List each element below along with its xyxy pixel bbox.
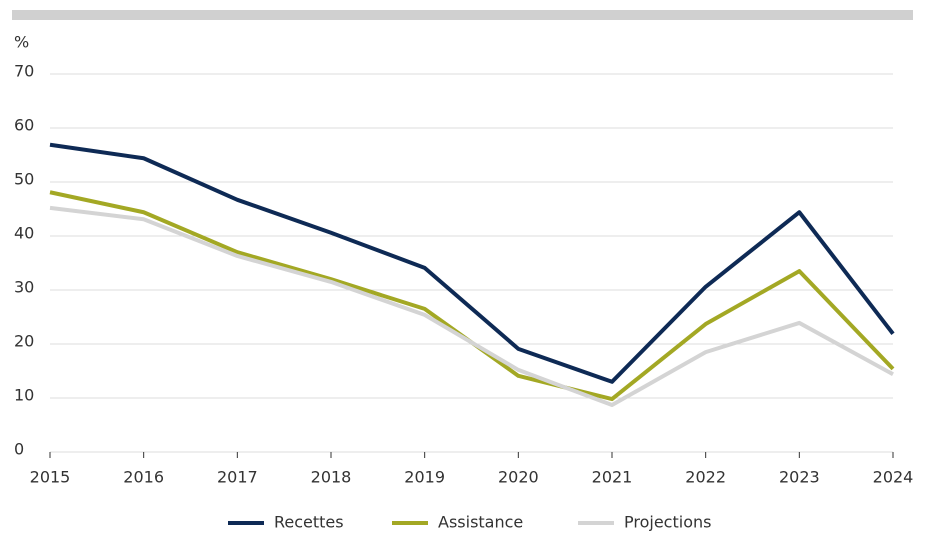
y-tick-label: 20 <box>14 332 34 351</box>
legend-label: Assistance <box>438 513 523 532</box>
legend-label: Recettes <box>274 513 344 532</box>
x-tick-label: 2019 <box>404 468 445 487</box>
series-line <box>49 190 895 402</box>
series-line <box>49 205 894 408</box>
x-tick-label: 2018 <box>311 468 352 487</box>
top-bar <box>12 10 913 20</box>
x-tick-label: 2017 <box>217 468 258 487</box>
y-tick-label: 10 <box>14 386 34 405</box>
x-tick-label: 2021 <box>592 468 633 487</box>
y-tick-label: 50 <box>14 170 34 189</box>
y-tick-label: 70 <box>14 62 34 81</box>
y-tick-label: 40 <box>14 224 34 243</box>
x-tick-label: 2022 <box>685 468 726 487</box>
x-tick-label: 2015 <box>30 468 71 487</box>
y-tick-label: 30 <box>14 278 34 297</box>
x-tick-label: 2024 <box>873 468 914 487</box>
y-tick-label: 0 <box>14 440 24 459</box>
series-line <box>49 142 895 384</box>
x-tick-label: 2020 <box>498 468 539 487</box>
x-tick-label: 2023 <box>779 468 820 487</box>
y-axis-label: % <box>14 33 29 52</box>
x-tick-label: 2016 <box>123 468 164 487</box>
y-tick-label: 60 <box>14 116 34 135</box>
legend-label: Projections <box>624 513 711 532</box>
